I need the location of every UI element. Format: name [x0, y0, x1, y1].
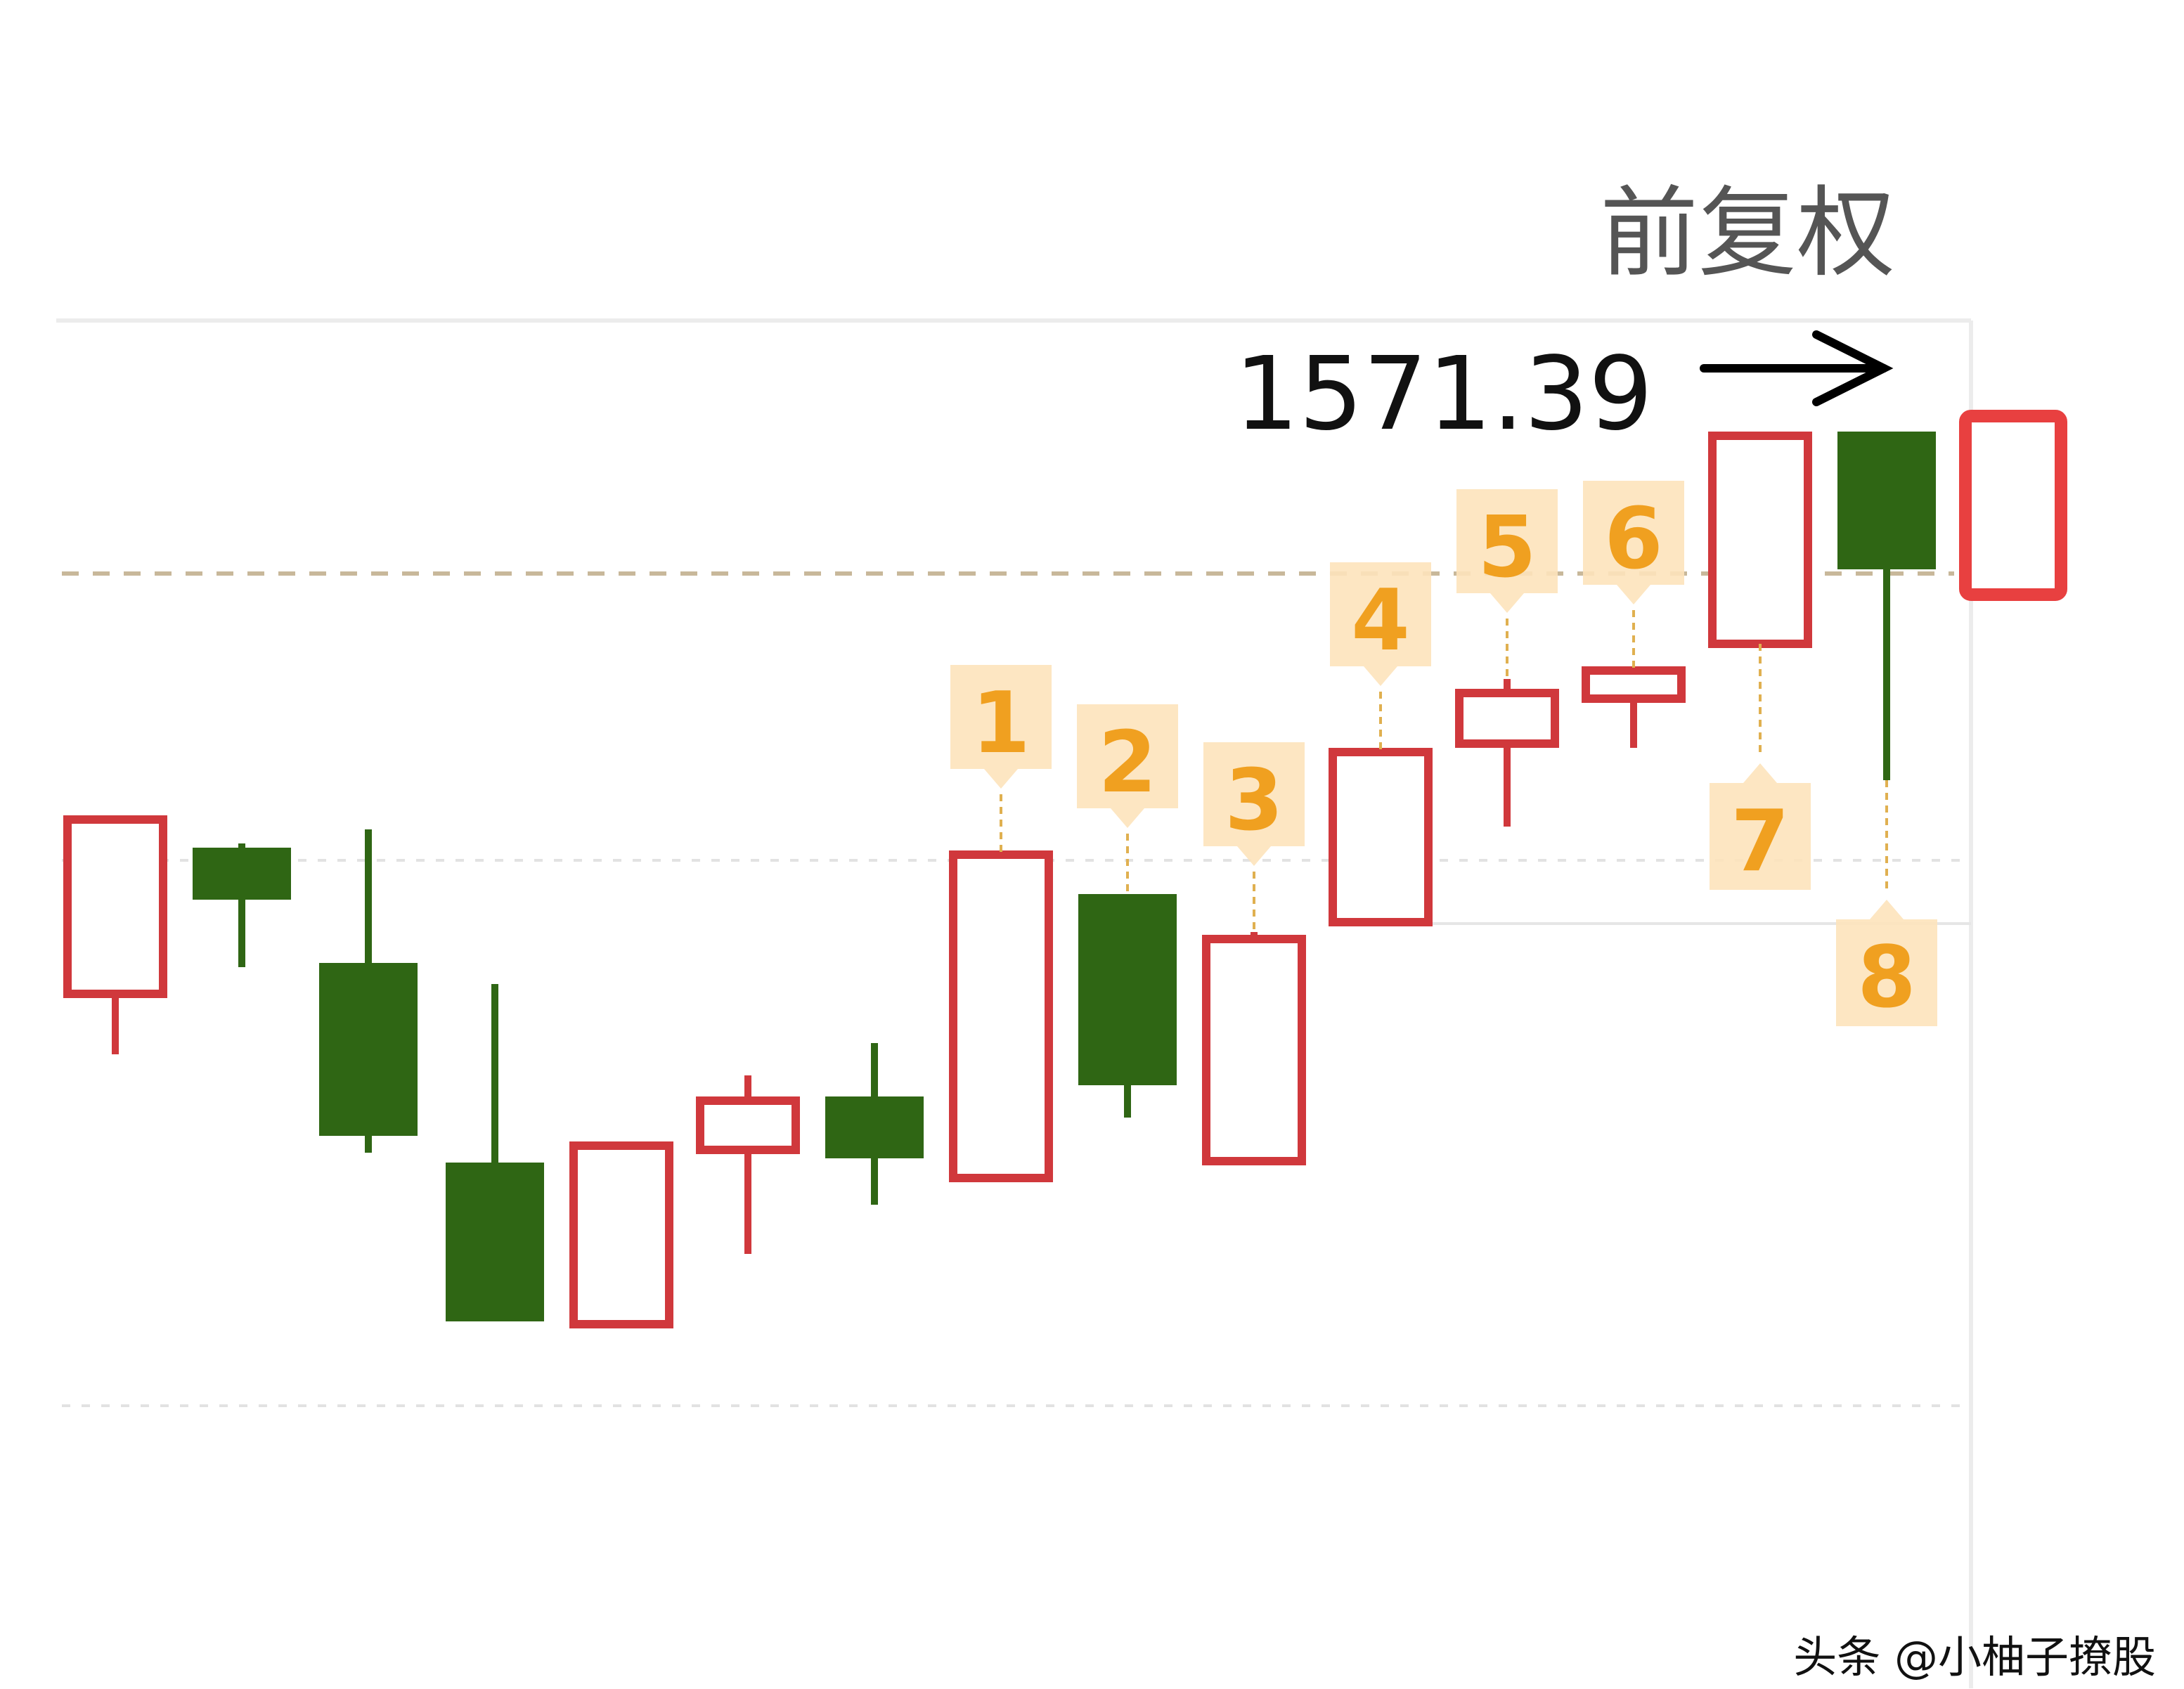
candle — [1708, 432, 1812, 648]
marker-badge: 1 — [950, 665, 1052, 855]
candle-body — [1202, 935, 1306, 1165]
marker-label: 6 — [1604, 491, 1663, 588]
candle — [1959, 410, 2067, 601]
markers: 1 2 345 6 78 — [950, 481, 1937, 1027]
marker-badge: 5 — [1456, 489, 1558, 679]
watermark: 头条 @小柚子撩股 — [1793, 1631, 2156, 1683]
candle-body — [1708, 432, 1812, 648]
marker-label: 5 — [1478, 499, 1537, 597]
price-label: 1571.39 — [1234, 335, 1653, 453]
marker-badge-bg — [1836, 900, 1937, 1026]
marker-badge-bg — [1077, 704, 1178, 828]
highlight-box — [1959, 410, 2067, 601]
adjust-mode-label[interactable]: 前复权 — [1600, 176, 1895, 291]
candle — [825, 1043, 924, 1205]
candle — [63, 815, 167, 1054]
marker-badge: 7 — [1710, 644, 1811, 891]
candle-body — [569, 1141, 673, 1328]
marker-badge: 8 — [1836, 780, 1937, 1027]
marker-label: 3 — [1225, 752, 1284, 850]
candle — [569, 1141, 673, 1328]
marker-label: 2 — [1098, 714, 1157, 812]
marker-label: 8 — [1857, 929, 1916, 1027]
marker-badge: 2 — [1077, 704, 1178, 894]
right-arrow-icon — [1700, 330, 1894, 406]
candles — [63, 410, 2067, 1328]
candle-body — [1455, 689, 1559, 748]
candle — [1455, 679, 1559, 827]
candle — [319, 829, 418, 1153]
marker-badge: 4 — [1330, 562, 1431, 752]
marker-badge-bg — [1583, 481, 1684, 604]
marker-badge-bg — [950, 665, 1052, 789]
candle-body — [1329, 748, 1433, 926]
candle-body — [319, 963, 418, 1136]
candle-body — [949, 850, 1053, 1182]
candle — [1582, 666, 1686, 748]
marker-badge-bg — [1330, 562, 1431, 686]
marker-badge-bg — [1710, 763, 1811, 890]
candle-body — [696, 1096, 800, 1154]
marker-badge: 3 — [1203, 742, 1305, 932]
candle — [1078, 894, 1177, 1118]
candle-body — [1078, 894, 1177, 1085]
candle-body — [63, 815, 167, 998]
candle — [949, 850, 1053, 1182]
candle-body — [825, 1096, 924, 1158]
marker-label: 7 — [1731, 793, 1790, 891]
candle-body — [1582, 666, 1686, 703]
marker-label: 4 — [1351, 572, 1410, 670]
candle — [446, 984, 544, 1321]
candle — [1837, 432, 1936, 780]
candle — [1329, 748, 1433, 926]
marker-badge: 6 — [1583, 481, 1684, 671]
marker-badge-bg — [1456, 489, 1558, 613]
candle-body — [193, 848, 291, 900]
candle — [193, 843, 291, 967]
marker-badge-bg — [1203, 742, 1305, 866]
candle-body — [1837, 432, 1936, 569]
marker-label: 1 — [971, 675, 1030, 772]
candle — [696, 1075, 800, 1254]
candle — [1202, 932, 1306, 1165]
candle-body — [446, 1163, 544, 1321]
